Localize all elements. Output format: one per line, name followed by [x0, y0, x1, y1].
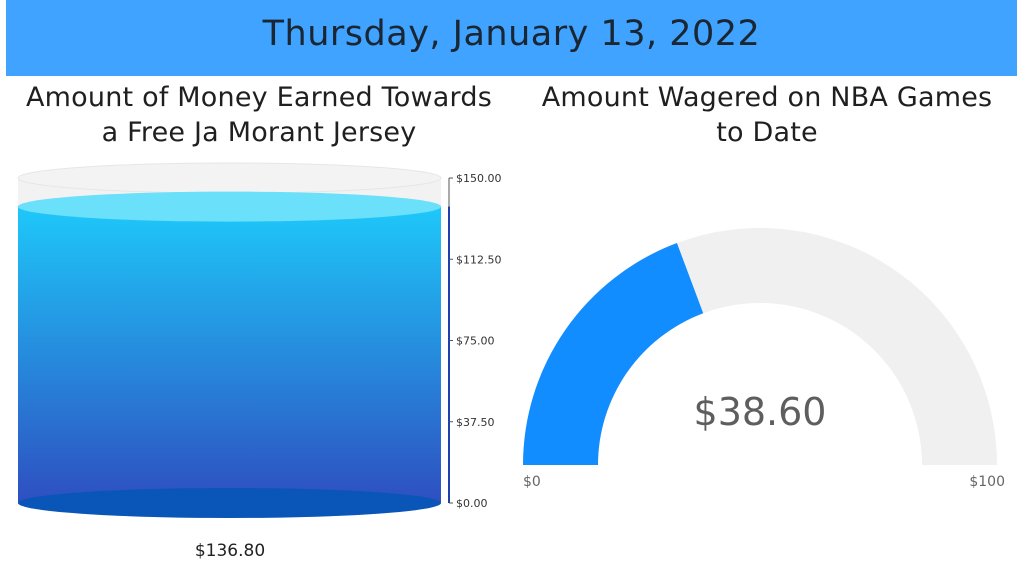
tank-fill-bottom — [18, 488, 441, 518]
tank-chart-title: Amount of Money Earned Towards a Free Ja… — [0, 80, 518, 150]
tank-value-label: $136.80 — [194, 541, 266, 561]
gauge-min-label: $0 — [523, 474, 541, 490]
gauge-chart: $0 $100 — [523, 228, 1005, 490]
tank-fill — [18, 206, 441, 503]
tank-chart: $150.00 $112.50 $75.00 $37.50 $0.00 — [17, 162, 502, 518]
gauge-title-line-1: Amount Wagered on NBA Games — [541, 82, 993, 113]
date-title: Thursday, January 13, 2022 — [262, 14, 761, 54]
gauge-chart-title: Amount Wagered on NBA Games to Date — [510, 80, 1024, 150]
gauge-value-label: $38.60 — [693, 390, 827, 434]
tank-tick-label: $0.00 — [456, 497, 488, 510]
tank-tick-label: $112.50 — [456, 253, 502, 266]
tank-tick-label: $37.50 — [456, 416, 495, 429]
tank-fill-surface — [18, 191, 441, 222]
gauge-max-label: $100 — [969, 474, 1005, 490]
date-banner: Thursday, January 13, 2022 — [6, 0, 1017, 76]
tank-tick-label: $75.00 — [456, 335, 495, 348]
tank-top-rim — [17, 162, 442, 194]
gauge-fill — [523, 243, 704, 465]
tank-title-line-1: Amount of Money Earned Towards — [26, 82, 492, 113]
tank-tick-label: $150.00 — [456, 172, 502, 185]
gauge-title-line-2: to Date — [716, 117, 818, 148]
tank-title-line-2: a Free Ja Morant Jersey — [101, 117, 417, 148]
